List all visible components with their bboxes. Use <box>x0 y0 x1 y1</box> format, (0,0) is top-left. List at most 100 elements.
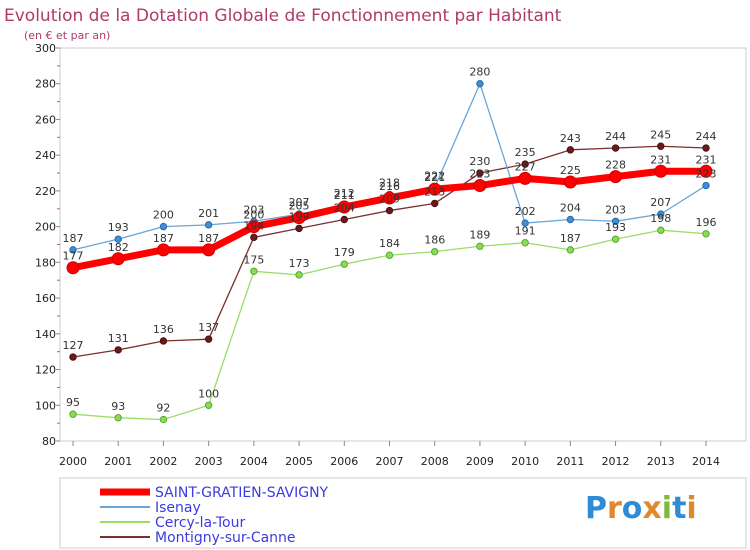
y-tick-label: 200 <box>35 221 56 234</box>
data-point <box>292 211 306 225</box>
legend-label: Isenay <box>155 500 201 516</box>
data-label: 93 <box>111 400 125 413</box>
data-label: 212 <box>334 187 355 200</box>
chart-subtitle: (en € et par an) <box>24 29 110 42</box>
data-label: 203 <box>243 203 264 216</box>
data-label: 193 <box>605 221 626 234</box>
x-tick-label: 2008 <box>421 455 449 468</box>
x-tick-label: 2003 <box>195 455 223 468</box>
data-point <box>340 260 348 268</box>
data-point <box>702 181 710 190</box>
logo-letter: o <box>622 491 643 526</box>
data-label: 137 <box>198 321 219 334</box>
data-label: 95 <box>66 396 80 409</box>
data-point <box>654 164 668 178</box>
data-point <box>609 170 623 184</box>
logo-letter: x <box>642 491 661 526</box>
y-tick-label: 100 <box>35 399 56 412</box>
data-label: 179 <box>334 246 355 259</box>
data-point <box>159 337 168 345</box>
data-label: 207 <box>289 196 310 209</box>
data-point <box>702 144 710 152</box>
data-label: 225 <box>560 164 581 177</box>
data-label: 213 <box>424 185 445 198</box>
data-point <box>383 191 396 205</box>
data-point <box>385 251 394 259</box>
legend-label: Montigny-sur-Canne <box>155 530 296 546</box>
data-label: 207 <box>650 196 671 209</box>
logo-letter: P <box>585 491 607 526</box>
data-point <box>204 221 213 229</box>
data-label: 177 <box>63 250 84 263</box>
data-point <box>385 206 394 215</box>
data-point <box>202 243 216 257</box>
data-label: 196 <box>696 216 717 229</box>
plot-area <box>59 47 747 442</box>
data-label: 92 <box>156 402 170 415</box>
data-label: 231 <box>650 153 671 166</box>
y-tick-label: 300 <box>35 42 56 55</box>
data-label: 244 <box>696 130 717 143</box>
data-label: 221 <box>424 171 445 184</box>
data-point <box>428 182 442 196</box>
x-tick-label: 2012 <box>602 455 630 468</box>
data-label: 211 <box>334 189 355 202</box>
data-point <box>476 80 484 88</box>
data-point <box>611 144 620 152</box>
data-label: 205 <box>289 200 310 213</box>
data-label: 243 <box>560 132 581 145</box>
y-tick-label: 140 <box>35 328 56 341</box>
data-label: 184 <box>379 237 400 250</box>
logo-letter: t <box>672 491 686 526</box>
data-point <box>204 401 213 409</box>
data-point <box>247 220 261 234</box>
data-label: 222 <box>424 169 445 182</box>
data-point <box>521 160 529 168</box>
legend-box <box>59 477 747 549</box>
data-point <box>431 247 439 256</box>
data-label: 187 <box>63 232 84 245</box>
data-point <box>114 235 122 243</box>
data-label: 223 <box>469 168 490 181</box>
data-point <box>159 222 168 231</box>
data-point <box>521 239 529 247</box>
data-label: 127 <box>63 339 84 352</box>
data-point <box>657 226 665 234</box>
data-label: 245 <box>650 128 671 141</box>
y-tick-label: 240 <box>35 149 56 162</box>
data-point <box>114 346 122 354</box>
data-label: 230 <box>469 155 490 168</box>
data-point <box>250 267 258 275</box>
data-label: 228 <box>605 159 626 172</box>
data-point <box>111 252 125 266</box>
data-label: 223 <box>696 168 717 181</box>
data-label: 202 <box>515 205 536 218</box>
x-tick-label: 2000 <box>59 455 87 468</box>
data-label: 216 <box>379 180 400 193</box>
data-point <box>611 217 620 225</box>
data-label: 189 <box>469 228 490 241</box>
x-tick-label: 2001 <box>104 455 132 468</box>
data-point <box>295 224 303 233</box>
data-point <box>159 415 168 424</box>
data-label: 187 <box>560 232 581 245</box>
y-tick-label: 280 <box>35 78 56 91</box>
data-label: 182 <box>108 241 129 254</box>
data-point <box>518 171 532 185</box>
data-label: 204 <box>334 201 355 214</box>
data-point <box>69 353 77 361</box>
data-point <box>340 215 348 224</box>
y-tick-label: 120 <box>35 364 56 377</box>
x-tick-label: 2004 <box>240 455 268 468</box>
data-label: 198 <box>650 212 671 225</box>
data-point <box>204 335 213 343</box>
data-label: 193 <box>108 221 129 234</box>
data-label: 175 <box>243 253 264 266</box>
data-label: 280 <box>469 66 490 79</box>
x-tick-label: 2011 <box>556 455 584 468</box>
data-label: 187 <box>198 232 219 245</box>
data-label: 191 <box>515 225 536 238</box>
data-point <box>476 169 484 177</box>
y-tick-label: 160 <box>35 292 56 305</box>
